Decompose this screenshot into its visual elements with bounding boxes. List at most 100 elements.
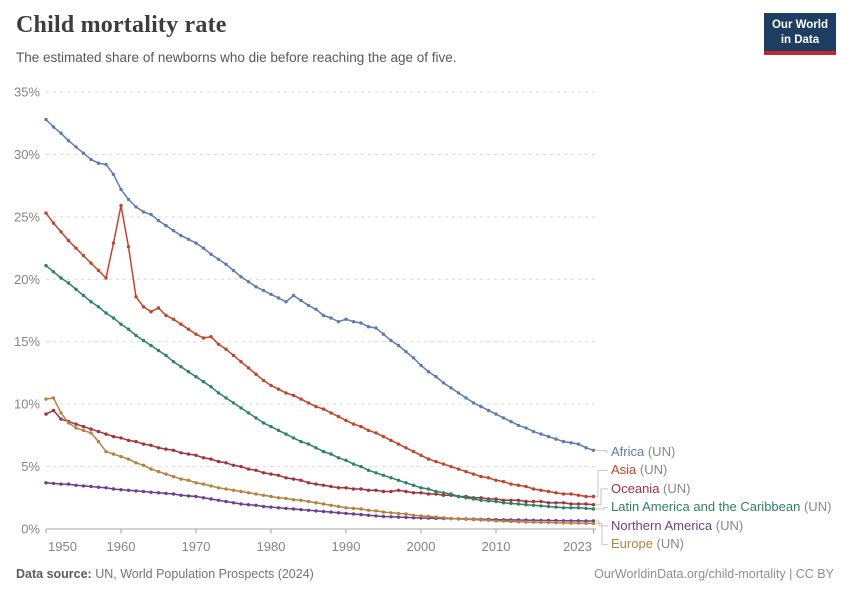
- series-point-africa-2014: [524, 426, 528, 430]
- series-point-africa-1970: [194, 241, 198, 245]
- series-line-africa[interactable]: [45, 118, 594, 452]
- legend-item-northern-america[interactable]: Northern America (UN): [611, 518, 743, 533]
- series-point-europe-1979: [261, 493, 266, 497]
- series-point-oceania-1968: [179, 451, 183, 455]
- series-point-latin-america-and-the-caribbean-2015: [531, 503, 536, 507]
- data-source-label: Data source:: [16, 567, 92, 581]
- series-point-northern-america-1986: [314, 509, 318, 513]
- series-point-asia-2013: [516, 483, 521, 487]
- series-point-latin-america-and-the-caribbean-2001: [426, 487, 431, 491]
- series-point-europe-1998: [404, 512, 408, 516]
- series-point-europe-2017: [546, 520, 551, 525]
- series-point-africa-1990: [344, 317, 348, 321]
- legend-label-africa: Africa: [611, 443, 645, 459]
- series-point-oceania-2016: [539, 499, 543, 504]
- series-point-latin-america-and-the-caribbean-2022: [584, 506, 588, 511]
- series-point-europe-2015: [531, 520, 536, 524]
- series-point-latin-america-and-the-caribbean-1974: [224, 396, 228, 400]
- series-point-africa-1982: [284, 300, 288, 304]
- series-point-asia-1991: [351, 422, 356, 426]
- series-point-europe-1963: [141, 463, 146, 467]
- series-point-oceania-1969: [186, 452, 191, 456]
- series-point-africa-2022: [584, 446, 588, 450]
- series-point-northern-america-1960: [119, 488, 123, 492]
- series-point-europe-2008: [479, 518, 483, 522]
- series-point-northern-america-1963: [141, 489, 146, 494]
- series-point-europe-2020: [569, 521, 573, 525]
- series-point-latin-america-and-the-caribbean-1977: [246, 411, 251, 415]
- series-point-oceania-2019: [561, 501, 566, 505]
- series-point-africa-1997: [396, 343, 401, 348]
- legend-item-africa[interactable]: Africa (UN): [611, 444, 675, 459]
- series-point-africa-2023: [591, 448, 596, 452]
- series-point-europe-1958: [104, 449, 108, 454]
- series-point-oceania-1960: [119, 436, 123, 440]
- series-point-northern-america-1995: [381, 514, 386, 519]
- owid-logo[interactable]: Our World in Data: [763, 13, 836, 56]
- series-point-asia-1994: [374, 431, 378, 435]
- page-subtitle: The estimated share of newborns who die …: [16, 50, 457, 65]
- series-point-africa-1961: [126, 197, 131, 202]
- legend-item-asia[interactable]: Asia (UN): [611, 462, 667, 477]
- series-point-africa-1974: [224, 262, 228, 266]
- legend-suffix-northern-america: (UN): [712, 517, 744, 533]
- series-point-northern-america-1954: [74, 483, 78, 487]
- series-point-oceania-1961: [126, 438, 131, 443]
- legend-item-oceania[interactable]: Oceania (UN): [611, 481, 690, 496]
- series-point-asia-1989: [336, 414, 341, 419]
- series-point-asia-2022: [584, 494, 588, 499]
- series-point-oceania-1974: [224, 461, 228, 465]
- series-point-latin-america-and-the-caribbean-1986: [314, 446, 318, 450]
- series-point-africa-2020: [569, 441, 573, 445]
- series-point-europe-1960: [119, 454, 123, 459]
- series-point-latin-america-and-the-caribbean-1958: [104, 311, 108, 315]
- series-point-europe-1989: [336, 504, 341, 509]
- series-point-latin-america-and-the-caribbean-1998: [404, 481, 408, 485]
- series-point-asia-1986: [314, 404, 318, 409]
- series-point-northern-america-1952: [59, 482, 63, 486]
- legend-suffix-europe: (UN): [652, 536, 684, 552]
- series-point-latin-america-and-the-caribbean-2018: [554, 505, 558, 509]
- series-point-europe-2000: [419, 514, 423, 518]
- series-point-latin-america-and-the-caribbean-2009: [486, 499, 491, 503]
- series-point-europe-1990: [344, 506, 348, 510]
- series-point-asia-1966: [164, 313, 168, 318]
- series-line-latin-america-and-the-caribbean[interactable]: [45, 265, 594, 510]
- series-point-asia-1950: [44, 211, 48, 215]
- series-point-latin-america-and-the-caribbean-1952: [59, 276, 63, 280]
- series-point-latin-america-and-the-caribbean-1961: [126, 327, 131, 331]
- series-point-africa-1998: [404, 350, 408, 354]
- y-tick-label-30: 30%: [14, 147, 40, 162]
- series-point-asia-1955: [81, 253, 86, 258]
- series-point-asia-1976: [239, 360, 243, 364]
- series-point-latin-america-and-the-caribbean-1989: [336, 456, 341, 460]
- series-point-africa-1957: [96, 161, 101, 165]
- series-point-asia-1980: [269, 383, 273, 388]
- series-point-latin-america-and-the-caribbean-2007: [471, 497, 476, 501]
- series-point-europe-1993: [366, 508, 371, 512]
- series-point-asia-1987: [321, 407, 326, 411]
- series-line-asia[interactable]: [45, 204, 594, 498]
- series-point-latin-america-and-the-caribbean-1962: [134, 333, 138, 338]
- series-point-latin-america-and-the-caribbean-1979: [261, 421, 266, 425]
- series-point-africa-2012: [509, 419, 513, 424]
- owid-logo-line2: in Data: [780, 33, 820, 46]
- series-point-latin-america-and-the-caribbean-2002: [434, 489, 438, 494]
- legend-item-latin-america-and-the-caribbean[interactable]: Latin America and the Caribbean (UN): [611, 499, 831, 514]
- series-point-africa-1955: [81, 151, 86, 155]
- series-point-africa-1992: [359, 321, 363, 325]
- series-point-northern-america-1964: [149, 490, 153, 494]
- series-point-oceania-2001: [426, 492, 431, 496]
- license-link[interactable]: OurWorldinData.org/child-mortality | CC …: [594, 567, 834, 581]
- series-point-europe-1968: [179, 477, 183, 481]
- series-point-northern-america-1965: [156, 491, 161, 495]
- series-point-asia-2008: [479, 474, 483, 479]
- series-point-africa-1988: [329, 316, 333, 320]
- series-point-latin-america-and-the-caribbean-2003: [441, 491, 446, 495]
- series-point-asia-2019: [561, 492, 566, 496]
- series-point-africa-1999: [411, 356, 416, 360]
- legend-connector-africa: [596, 449, 608, 453]
- legend-item-europe[interactable]: Europe (UN): [611, 536, 684, 551]
- series-point-europe-1982: [284, 496, 288, 501]
